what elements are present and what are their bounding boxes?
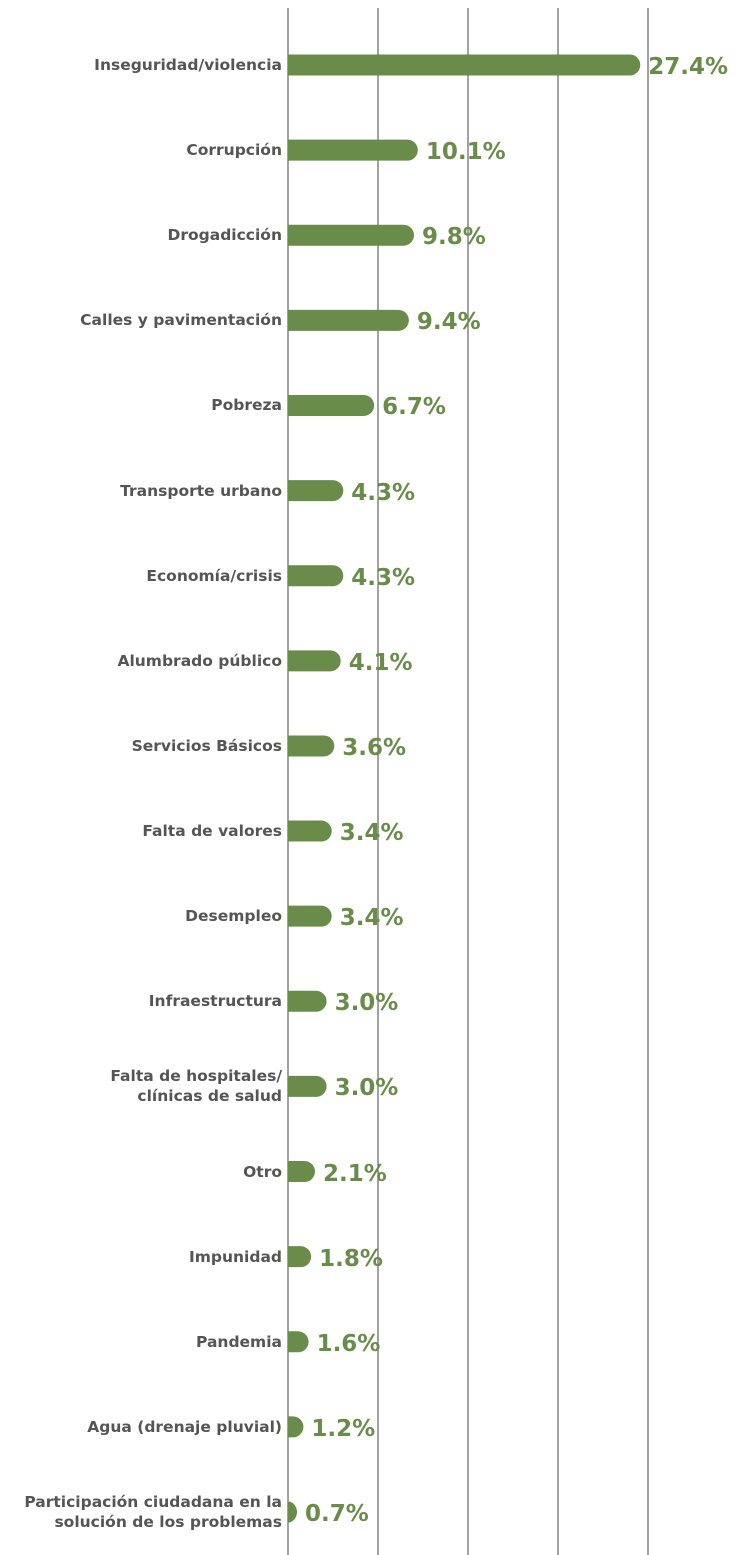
value-label: 2.1% xyxy=(323,1160,387,1187)
bar xyxy=(288,139,418,161)
value-label: 3.0% xyxy=(334,1075,399,1102)
bar xyxy=(288,990,327,1012)
y-tick-label: Drogadicción xyxy=(167,226,283,245)
y-tick-label: Pobreza xyxy=(211,396,282,415)
value-label: 27.4% xyxy=(648,54,729,80)
y-tick-label: Agua (drenaje pluvial) xyxy=(87,1417,282,1436)
y-tick-label: Alumbrado público xyxy=(117,651,282,670)
value-label: 10.1% xyxy=(425,139,506,166)
bar xyxy=(288,480,344,502)
bar xyxy=(288,820,332,842)
value-label: 3.4% xyxy=(339,905,404,932)
bar xyxy=(288,1331,309,1353)
bar xyxy=(288,650,341,672)
y-tick-label: Servicios Básicos xyxy=(131,736,282,755)
value-label: 3.4% xyxy=(339,820,404,847)
value-label: 9.4% xyxy=(416,309,481,336)
bar xyxy=(288,1075,327,1097)
value-label: 4.3% xyxy=(351,564,416,591)
bar xyxy=(288,1416,304,1438)
value-label: 3.6% xyxy=(342,734,407,761)
y-tick-label: Economía/crisis xyxy=(146,566,282,585)
y-tick-label: Inseguridad/violencia xyxy=(94,56,282,74)
bar xyxy=(288,735,335,757)
value-label: 0.7% xyxy=(305,1501,369,1527)
y-tick-label: Otro xyxy=(243,1162,282,1181)
bar xyxy=(288,1161,315,1183)
value-label: 1.8% xyxy=(319,1245,383,1272)
bar xyxy=(288,309,409,331)
value-label: 4.3% xyxy=(351,479,416,506)
bar xyxy=(288,224,415,246)
bar xyxy=(288,905,332,927)
y-tick-label: Pandemia xyxy=(196,1332,282,1351)
y-tick-label: Calles y pavimentación xyxy=(80,311,282,330)
value-label: 6.7% xyxy=(382,394,446,421)
y-tick-label: Falta de valores xyxy=(142,822,282,841)
bar xyxy=(288,565,344,587)
bar xyxy=(288,394,375,416)
y-tick-label: Infraestructura xyxy=(148,992,282,1011)
y-tick-label: Transporte urbano xyxy=(120,481,282,500)
bar xyxy=(288,1246,312,1268)
value-label: 4.1% xyxy=(348,649,413,676)
bar xyxy=(288,1501,297,1523)
value-label: 1.2% xyxy=(311,1415,376,1442)
value-label: 1.6% xyxy=(316,1330,381,1357)
y-tick-label: Impunidad xyxy=(188,1247,282,1266)
y-tick-label: Corrupción xyxy=(186,141,282,160)
bar xyxy=(288,54,641,76)
value-label: 9.8% xyxy=(422,224,486,251)
value-label: 3.0% xyxy=(334,990,399,1017)
y-tick-label: Desempleo xyxy=(185,907,282,926)
y-tick-label: Participación ciudadana en la solución d… xyxy=(24,1493,282,1531)
y-tick-label: Falta de hospitales/ clínicas de salud xyxy=(110,1067,282,1106)
